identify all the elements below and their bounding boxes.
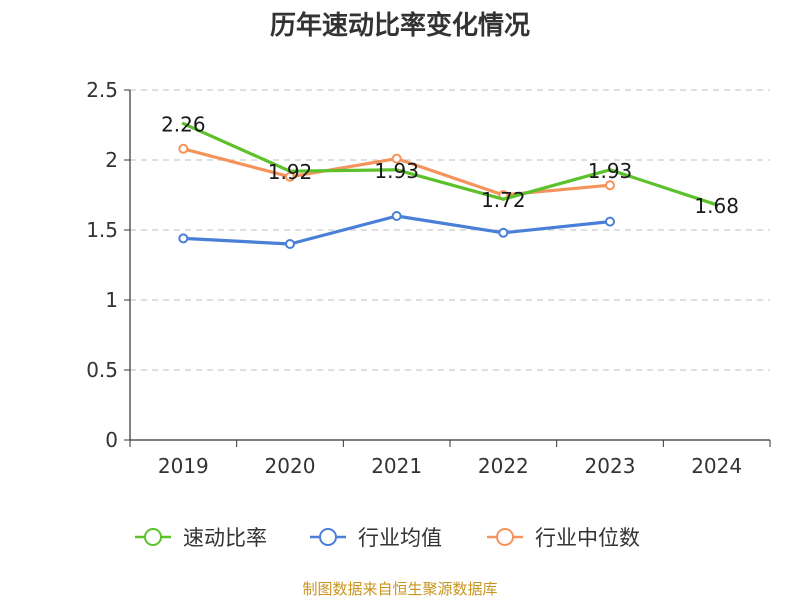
y-tick-label: 1 bbox=[105, 288, 118, 312]
series-point bbox=[178, 233, 189, 244]
y-tick-label: 1.5 bbox=[86, 218, 118, 242]
legend-marker bbox=[144, 528, 162, 546]
data-label: 2.26 bbox=[161, 113, 206, 137]
series-line bbox=[181, 122, 719, 207]
y-tick-label: 2 bbox=[105, 148, 118, 172]
data-label: 1.93 bbox=[374, 159, 419, 183]
legend-marker bbox=[319, 528, 337, 546]
x-tick-label: 2021 bbox=[371, 454, 422, 478]
chart-title: 历年速动比率变化情况 bbox=[270, 10, 530, 41]
series-point bbox=[285, 171, 295, 182]
data-label: 1.92 bbox=[268, 160, 313, 184]
x-tick-label: 2022 bbox=[478, 454, 529, 478]
grid-lines bbox=[130, 89, 770, 371]
legend: 速动比率 行业均值 行业中位数 bbox=[135, 526, 640, 550]
data-labels: 2.26 1.92 1.93 1.72 1.93 1.68 bbox=[161, 113, 739, 218]
x-tick-label: 2023 bbox=[585, 454, 636, 478]
legend-label: 行业均值 bbox=[358, 526, 442, 550]
series-point bbox=[498, 227, 509, 238]
data-label: 1.72 bbox=[481, 188, 526, 212]
data-label: 1.68 bbox=[694, 194, 739, 218]
series-group bbox=[178, 122, 719, 249]
y-tick-label: 2.5 bbox=[86, 78, 118, 102]
data-label: 1.93 bbox=[588, 159, 633, 183]
y-tick-label: 0.5 bbox=[86, 358, 118, 382]
series-point bbox=[285, 239, 295, 249]
series-point bbox=[178, 143, 189, 154]
y-tick-label: 0 bbox=[105, 428, 118, 452]
y-axis-ticks: 0 0.5 1 1.5 2 2.5 bbox=[86, 78, 118, 452]
legend-marker bbox=[496, 528, 514, 546]
x-axis-ticks: 2019 2020 2021 2022 2023 2024 bbox=[158, 454, 742, 478]
x-tick-label: 2019 bbox=[158, 454, 209, 478]
legend-label: 速动比率 bbox=[183, 526, 267, 550]
series-point bbox=[391, 211, 402, 221]
axes bbox=[124, 89, 771, 447]
series-point bbox=[605, 180, 615, 191]
legend-label: 行业中位数 bbox=[535, 526, 640, 550]
x-tick-label: 2024 bbox=[691, 454, 742, 478]
series-point bbox=[605, 216, 615, 227]
series-point bbox=[391, 153, 402, 164]
source-note: 制图数据来自恒生聚源数据库 bbox=[302, 580, 497, 598]
x-tick-label: 2020 bbox=[265, 454, 316, 478]
